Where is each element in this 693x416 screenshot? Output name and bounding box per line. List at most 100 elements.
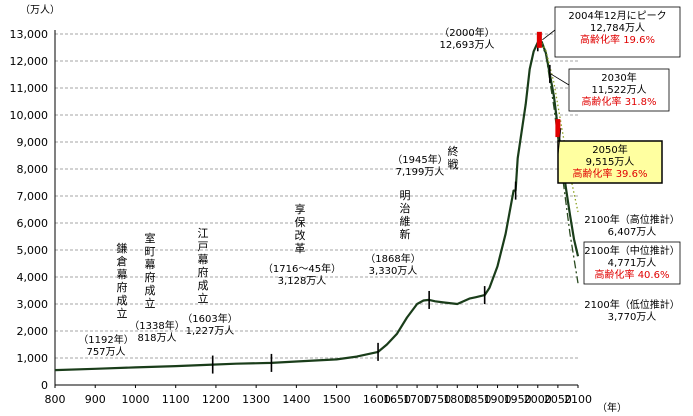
x-tick-label: 800: [45, 393, 66, 406]
x-tick-label: 1800: [443, 393, 471, 406]
callout-pointer: [557, 128, 562, 156]
x-tick-label: 1850: [463, 393, 491, 406]
y-tick-label: 2,000: [17, 325, 49, 338]
annotation-value: 7,199万人: [396, 166, 445, 178]
event-markers: [211, 31, 561, 374]
y-tick-label: 4,000: [17, 271, 49, 284]
callout-text: 高齢化率 19.6%: [580, 33, 655, 46]
annotation-value: 12,693万人: [440, 39, 495, 51]
x-tick-label: 1400: [282, 393, 310, 406]
era-label-char: 革: [295, 241, 306, 255]
annotation-year: （1338年）: [129, 319, 184, 332]
era-label-char: 終: [448, 144, 459, 158]
era-label-char: 府: [198, 265, 209, 279]
era-label-char: 鎌: [117, 241, 128, 255]
annotation-value: 3,128万人: [278, 275, 327, 287]
annotation-year: （1603年）: [182, 312, 237, 325]
callout-text: 2100年（高位推計）: [584, 213, 679, 226]
y-tick-label: 3,000: [17, 298, 49, 311]
era-label-char: 立: [145, 296, 156, 310]
callout-text: 2100年（中位推計）: [584, 244, 679, 257]
callout-text: 9,515万人: [586, 156, 635, 168]
era-label: 終戦: [448, 144, 459, 171]
x-tick-label: 1950: [504, 393, 532, 406]
y-tick-label: 0: [41, 379, 48, 392]
era-label-char: 幕: [198, 252, 209, 266]
callout-text: 2050年: [592, 143, 627, 156]
era-label-char: 保: [295, 215, 306, 229]
y-tick-label: 7,000: [17, 190, 49, 203]
grid-lines: [55, 33, 578, 359]
x-tick-label: 1900: [484, 393, 512, 406]
era-label-char: 府: [145, 270, 156, 284]
callout-text: 4,771万人: [608, 257, 657, 269]
x-tick-label: 1500: [323, 393, 351, 406]
era-label-char: 戦: [448, 158, 459, 171]
x-tick-label: 900: [85, 393, 106, 406]
era-label-char: 立: [117, 306, 128, 320]
y-tick-label: 10,000: [10, 109, 49, 122]
y-tick-label: 9,000: [17, 136, 49, 149]
era-label-char: 室: [145, 231, 156, 245]
x-tick-label: 1700: [403, 393, 431, 406]
era-label-char: 町: [145, 245, 156, 258]
callout-box: [568, 68, 670, 112]
callout-high: 2100年（高位推計）6,407万人: [584, 213, 679, 238]
era-label-char: 成: [117, 294, 128, 307]
callout-text: 2030年: [601, 71, 636, 84]
era-label-char: 江: [198, 227, 209, 240]
annotation-value: 1,227万人: [186, 325, 235, 337]
era-label-char: 戸: [198, 240, 209, 253]
annotation-value: 757万人: [86, 346, 125, 358]
callout-text: 高齢化率 40.6%: [595, 268, 670, 281]
era-label-char: 幕: [117, 267, 128, 281]
x-axis-unit-label: （年）: [597, 401, 627, 414]
callout-text: 6,407万人: [608, 226, 657, 238]
y-tick-label: 12,000: [10, 55, 49, 68]
annotation-value: 3,330万人: [369, 265, 418, 277]
era-label-char: 享: [295, 202, 306, 216]
x-tick-label: 1750: [423, 393, 451, 406]
callout-box: [554, 6, 681, 58]
callout-text: 2100年（低位推計）: [584, 298, 679, 311]
y-tick-label: 11,000: [10, 82, 49, 95]
era-label-char: 倉: [117, 254, 128, 268]
x-tick-label: 1200: [202, 393, 230, 406]
callout-pointer: [542, 29, 556, 41]
callout-box: [557, 140, 663, 184]
callout-text: 11,522万人: [592, 84, 647, 96]
y-tick-label: 6,000: [17, 217, 49, 230]
callout-pointer: [550, 73, 570, 86]
x-tick-label: 1100: [162, 393, 190, 406]
y-tick-label: 13,000: [10, 28, 49, 41]
era-label-char: 成: [145, 284, 156, 297]
y2050-highlight-bar: [555, 119, 561, 138]
era-label-char: 治: [400, 201, 411, 215]
callout-text: 3,770万人: [608, 311, 657, 323]
era-label-char: 新: [400, 227, 411, 241]
callout-text: 高齢化率 39.6%: [573, 167, 648, 180]
peak-highlight-bar: [536, 31, 542, 48]
y-tick-label: 5,000: [17, 244, 49, 257]
era-label-char: 維: [400, 215, 411, 228]
x-tick-label: 2100: [564, 393, 592, 406]
era-label-char: 幕: [145, 257, 156, 271]
era-label-char: 立: [198, 291, 209, 305]
callout-text: 2004年12月にピーク: [568, 9, 666, 22]
y-tick-label: 8,000: [17, 163, 49, 176]
era-label-char: 明: [400, 189, 411, 202]
y-tick-label: 1,000: [17, 352, 49, 365]
x-tick-label: 1300: [242, 393, 270, 406]
annotation-year: （1192年）: [78, 333, 133, 346]
x-tick-label: 1600: [363, 393, 391, 406]
